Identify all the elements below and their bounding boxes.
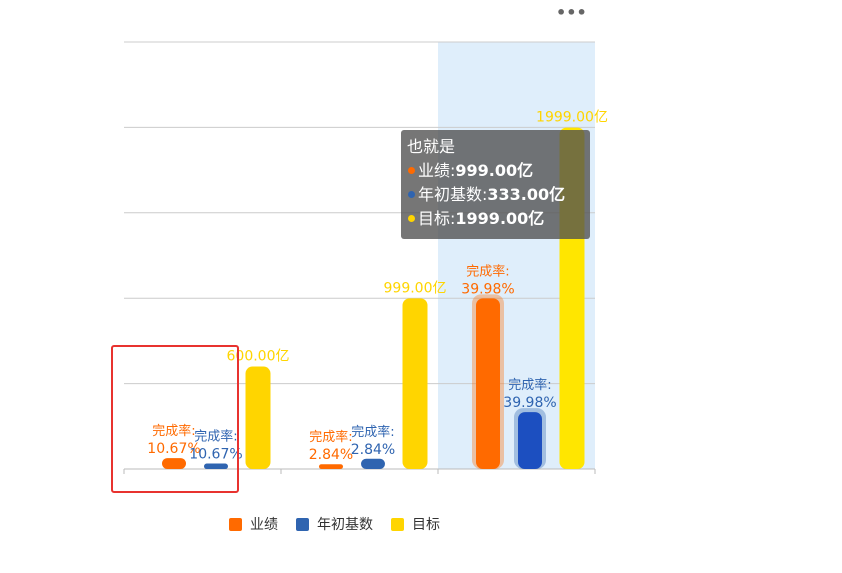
data-label-target: 1999.00亿	[536, 110, 608, 126]
tooltip-dot-achievement	[408, 167, 415, 174]
legend-label-base: 年初基数	[317, 517, 373, 533]
data-label-achievement: 完成率:	[466, 263, 509, 279]
bar-achievement	[319, 464, 343, 469]
data-label-base: 39.98%	[503, 395, 556, 411]
bar-achievement	[162, 458, 186, 469]
bar-achievement	[476, 298, 500, 469]
legend-item-base[interactable]: 年初基数	[296, 514, 373, 534]
data-label-achievement: 39.98%	[461, 281, 514, 297]
data-label-base: 完成率:	[351, 424, 394, 440]
legend-swatch-base	[296, 517, 309, 531]
tooltip-row-target-name: 目标	[418, 209, 451, 228]
tooltip-row-achievement-value: 999.00亿	[455, 161, 534, 180]
bar-base	[518, 412, 542, 469]
tooltip-row-target-value: 1999.00亿	[455, 209, 545, 228]
tooltip-title: 也就是	[407, 137, 456, 156]
bar-target	[245, 366, 271, 469]
more-options-icon[interactable]: •••	[556, 3, 587, 22]
bar-base	[204, 463, 228, 469]
tooltip-dot-target	[408, 215, 415, 222]
chart-tooltip: 也就是 业绩:999.00亿 年初基数:333.00亿 目标:1999.00亿	[401, 130, 590, 239]
bar-base	[361, 458, 385, 469]
tooltip-dot-base	[408, 191, 415, 198]
data-label-base: 2.84%	[351, 442, 395, 458]
data-label-base: 完成率:	[194, 429, 237, 445]
data-label-achievement: 2.84%	[309, 447, 353, 463]
tooltip-row-achievement: 业绩:999.00亿	[407, 159, 584, 183]
legend-label-achievement: 业绩	[250, 517, 278, 533]
tooltip-row-base-value: 333.00亿	[487, 185, 566, 204]
legend-swatch-target	[391, 517, 404, 531]
data-label-target: 999.00亿	[384, 280, 447, 296]
data-label-base: 10.67%	[189, 447, 242, 463]
data-label-base: 完成率:	[508, 377, 551, 393]
legend-item-achievement[interactable]: 业绩	[229, 514, 278, 534]
tooltip-row-base-name: 年初基数	[418, 185, 483, 204]
data-label-achievement: 完成率:	[152, 423, 195, 439]
legend-item-target[interactable]: 目标	[391, 514, 440, 534]
data-label-target: 600.00亿	[227, 349, 290, 365]
bar-target	[402, 298, 428, 469]
tooltip-row-target: 目标:1999.00亿	[407, 207, 584, 231]
data-label-achievement: 10.67%	[147, 441, 200, 457]
tooltip-row-achievement-name: 业绩	[418, 161, 451, 180]
tooltip-row-base: 年初基数:333.00亿	[407, 183, 584, 207]
legend-swatch-achievement	[229, 517, 242, 531]
chart-legend: 业绩 年初基数 目标	[229, 514, 458, 534]
legend-label-target: 目标	[412, 517, 440, 533]
data-label-achievement: 完成率:	[309, 429, 352, 445]
